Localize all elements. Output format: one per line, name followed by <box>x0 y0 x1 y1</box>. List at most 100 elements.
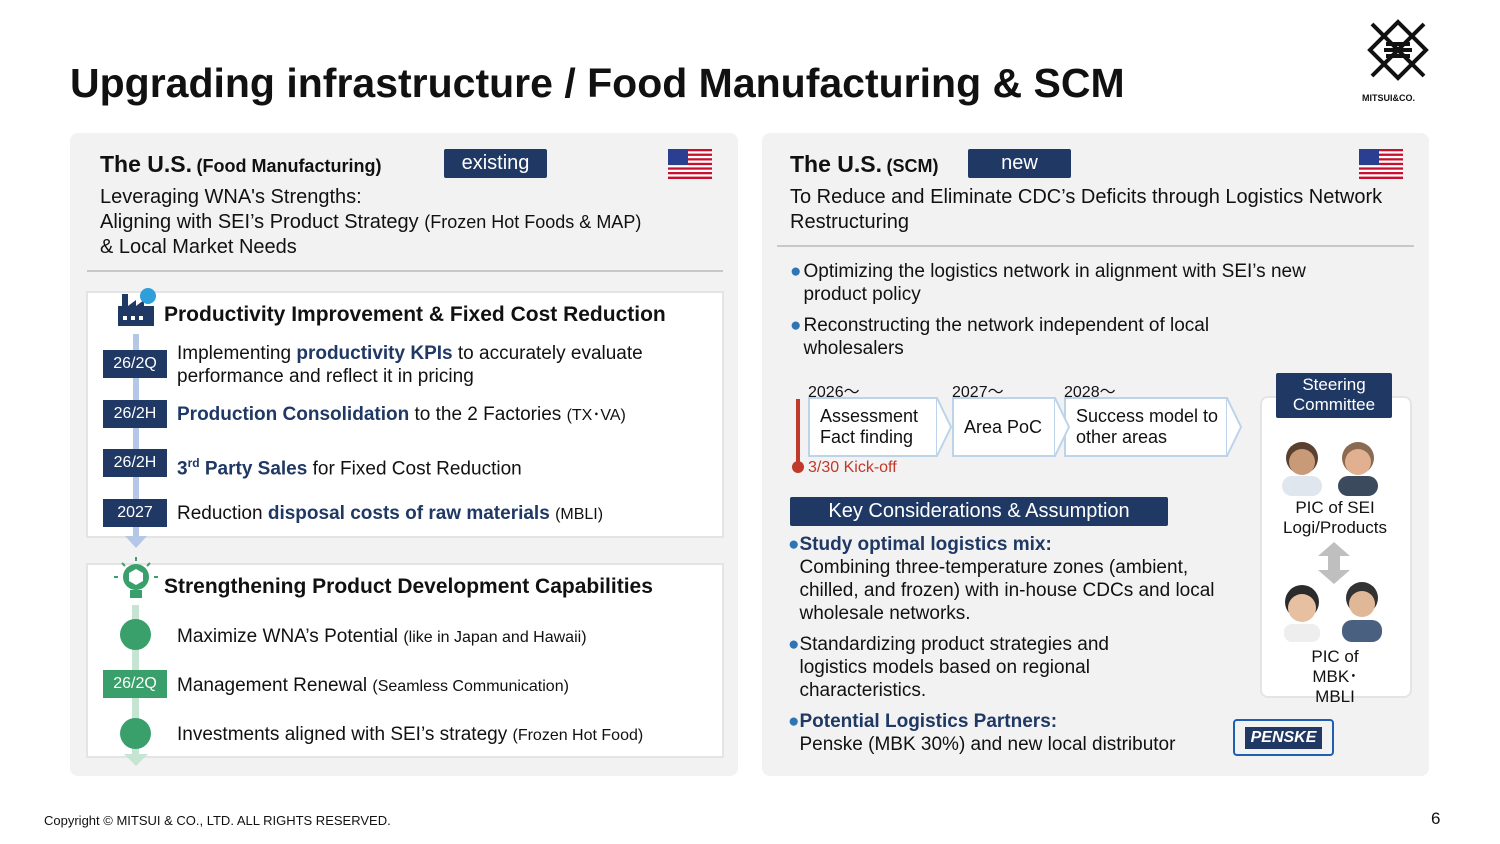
flag <box>668 149 712 179</box>
tag: 26/2H <box>103 449 167 477</box>
subtitle-note: (Frozen Hot Foods & MAP) <box>424 212 642 232</box>
item: 3rd Party Sales for Fixed Cost Reduction <box>177 452 522 480</box>
tag: 26/2H <box>103 400 167 428</box>
group-label: PIC of SEI Logi/Products <box>1283 498 1387 537</box>
text: to the 2 Factories <box>414 404 562 425</box>
item: Implementing productivity KPIs to accura… <box>177 342 707 388</box>
heading: The U.S. <box>790 151 883 177</box>
flag <box>1359 149 1403 179</box>
right-subtitle: To Reduce and Eliminate CDC’s Deficits t… <box>790 186 1383 233</box>
step: Assessment Fact finding <box>808 397 938 457</box>
key-items: ● Study optimal logistics mix: Combining t… <box>788 533 1248 756</box>
factory-icon <box>118 288 156 326</box>
divider <box>777 245 1414 247</box>
step: Area PoC <box>952 397 1056 457</box>
text: Management Renewal <box>177 675 368 696</box>
bullet: ● <box>790 261 802 282</box>
right-heading: The U.S. (SCM) <box>790 151 938 178</box>
section-title: Strengthening Product Development Capabi… <box>164 575 653 598</box>
arrow <box>125 536 147 548</box>
subtitle-line: Aligning with SEI’s Product Strategy <box>100 211 419 233</box>
emphasis: productivity KPIs <box>296 343 453 364</box>
heading-note: (Food Manufacturing) <box>196 156 382 176</box>
text: Reduction <box>177 503 263 524</box>
text: Implementing <box>177 343 292 364</box>
chevron-tips <box>936 397 1243 457</box>
copyright: Copyright © MITSUI & CO., LTD. ALL RIGHT… <box>44 813 391 828</box>
bullet: ● <box>790 315 802 336</box>
subtitle-line: & Local Market Needs <box>100 236 297 258</box>
item: Reduction disposal costs of raw material… <box>177 502 603 526</box>
text: Maximize WNA’s Potential <box>177 626 399 647</box>
title: Upgrading infrastructure / Food Manufact… <box>70 60 1125 106</box>
bullets: ● Optimizing the logistics network in ali… <box>790 260 1310 360</box>
arrow <box>124 754 148 766</box>
emphasis: Study optimal logistics mix: <box>799 534 1052 555</box>
left-heading: The U.S. (Food Manufacturing) <box>100 151 381 178</box>
item: Management Renewal (Seamless Communicati… <box>177 674 569 698</box>
kickoff-dot <box>792 461 804 473</box>
step-label: Success model to other areas <box>1076 406 1219 447</box>
tag: 2027 <box>103 499 167 527</box>
year: 2026〜 <box>808 384 860 401</box>
logo <box>1367 19 1429 81</box>
partner-logo-text: PENSKE <box>1244 726 1323 749</box>
text: Combining three-temperature zones (ambie… <box>799 557 1215 624</box>
note: (like in Japan and Hawaii) <box>403 629 587 646</box>
tag: 26/2Q <box>103 670 167 698</box>
section-title: Productivity Improvement & Fixed Cost Re… <box>164 303 666 326</box>
note: (MBLI) <box>555 506 604 523</box>
kickoff-line <box>796 399 800 463</box>
item: Maximize WNA’s Potential (like in Japan … <box>177 625 587 649</box>
section-box <box>86 291 724 538</box>
bullet-text: Optimizing the logistics network in alig… <box>803 261 1306 305</box>
circle <box>120 718 151 749</box>
partner-logo: PENSKE <box>1233 719 1334 756</box>
note: (Seamless Communication) <box>372 678 569 695</box>
emphasis: disposal costs of raw materials <box>267 503 550 524</box>
avatars <box>1284 582 1382 642</box>
group-label: PIC of MBK･MBLI <box>1262 647 1408 707</box>
double-arrow <box>1318 542 1350 584</box>
group-text: PIC of MBK･MBLI <box>1311 647 1359 706</box>
superscript: rd <box>187 456 200 470</box>
kickoff: 3/30 Kick-off <box>808 459 897 476</box>
note: (TX･VA) <box>566 407 626 424</box>
emphasis: Party Sales <box>204 458 308 480</box>
circle <box>120 619 151 650</box>
year: 2028〜 <box>1064 384 1116 401</box>
heading: The U.S. <box>100 151 193 177</box>
emphasis: Production Consolidation <box>177 404 410 425</box>
emphasis: 3 <box>177 458 188 480</box>
heading-note: (SCM) <box>886 156 939 176</box>
emphasis: Potential Logistics Partners: <box>799 711 1058 732</box>
bulb-icon <box>114 557 158 598</box>
text: to accurately evaluate performance and r… <box>177 343 643 387</box>
avatars <box>1282 442 1378 496</box>
step-label: Area PoC <box>964 416 1043 437</box>
year: 2027〜 <box>952 384 1004 401</box>
note: (Frozen Hot Food) <box>512 727 644 744</box>
badge: new <box>968 149 1071 178</box>
text: Penske (MBK 30%) and new local distribut… <box>799 734 1176 755</box>
text: for Fixed Cost Reduction <box>312 458 522 480</box>
item: Production Consolidation to the 2 Factor… <box>177 403 626 427</box>
left-subtitle: Leveraging WNA's Strengths: Aligning wit… <box>100 185 641 260</box>
text: Investments aligned with SEI’s strategy <box>177 724 508 745</box>
text: Standardizing product strategies and log… <box>799 634 1109 701</box>
timeline-line <box>133 334 139 544</box>
tag: 26/2Q <box>103 350 167 378</box>
bullet-text: Reconstructing the network independent o… <box>803 315 1210 359</box>
subtitle-line: Leveraging WNA's Strengths: <box>100 186 362 208</box>
step: Success model to other areas <box>1064 397 1228 457</box>
key-title: Key Considerations & Assumption <box>790 497 1168 526</box>
divider <box>87 270 723 272</box>
badge: existing <box>444 149 547 178</box>
item: Investments aligned with SEI’s strategy … <box>177 723 643 747</box>
step-label: Assessment Fact finding <box>820 406 919 447</box>
logo-text: MITSUI&CO. <box>1362 93 1415 103</box>
page-number: 6 <box>1431 809 1441 828</box>
section-box <box>86 563 724 758</box>
committee-title: Steering Committee <box>1276 373 1392 418</box>
